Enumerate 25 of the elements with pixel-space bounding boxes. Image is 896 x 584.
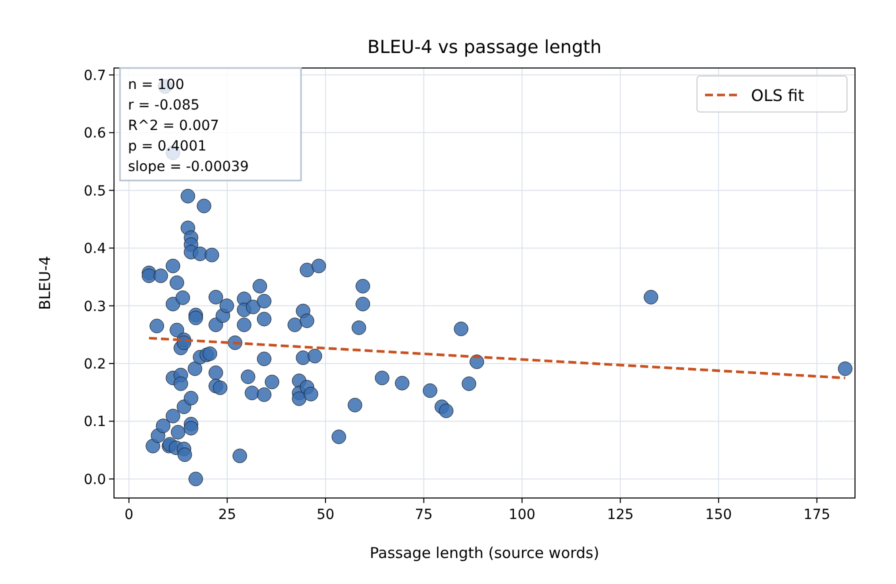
y-tick-label: 0.4 xyxy=(84,241,106,258)
y-tick-label: 0.1 xyxy=(84,414,106,430)
x-tick-label: 125 xyxy=(606,507,634,523)
y-tick-label: 0.6 xyxy=(84,126,106,142)
y-tick-label: 0.7 xyxy=(84,68,106,84)
x-tick-label: 50 xyxy=(316,507,334,523)
annotation: n = 100 xyxy=(128,77,184,93)
legend-label: OLS fit xyxy=(751,86,804,105)
y-tick-label: 0.5 xyxy=(84,183,106,200)
y-axis-title: BLEU-4 xyxy=(36,256,54,310)
annotation: R^2 = 0.007 xyxy=(128,118,220,134)
annotation: r = -0.085 xyxy=(128,98,200,114)
y-tick-label: 0.2 xyxy=(84,356,106,373)
x-axis-title: Passage length (source words) xyxy=(370,544,600,562)
x-tick-label: 25 xyxy=(218,507,236,523)
chart-title: BLEU-4 vs passage length xyxy=(367,37,602,58)
x-tick-label: 100 xyxy=(508,507,536,523)
y-tick-label: 0.3 xyxy=(84,298,106,315)
annotation: slope = -0.00039 xyxy=(128,159,249,175)
y-tick-label: 0.0 xyxy=(84,472,106,488)
annotation: p = 0.4001 xyxy=(128,138,207,154)
x-tick-label: 0 xyxy=(124,507,134,523)
x-tick-label: 150 xyxy=(705,507,732,523)
x-tick-label: 175 xyxy=(804,507,830,523)
x-tick-label: 75 xyxy=(414,507,433,523)
